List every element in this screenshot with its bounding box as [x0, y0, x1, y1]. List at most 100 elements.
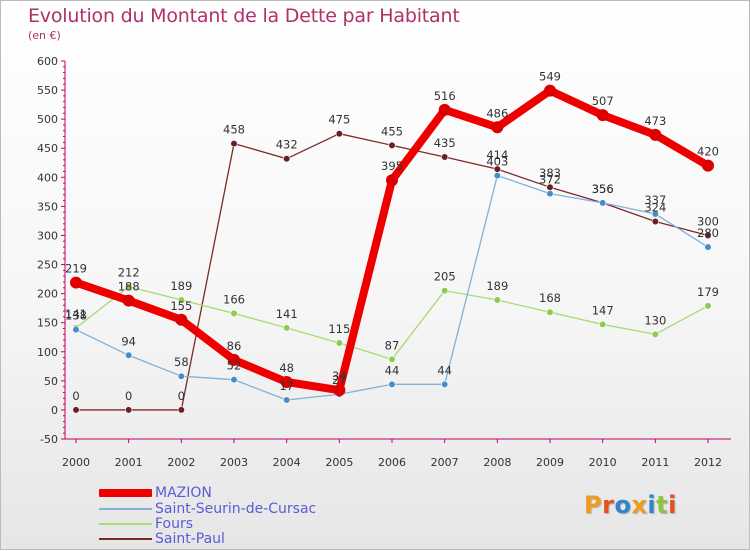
data-label-fours: 212 — [118, 266, 140, 280]
data-point-fours — [546, 308, 554, 316]
data-point-saint-seurin-de-cursac — [704, 243, 712, 251]
data-label-saint-paul: 0 — [72, 389, 79, 403]
y-tick-label: 0 — [51, 404, 58, 417]
data-label-mazion: 48 — [279, 361, 294, 375]
data-label-saint-seurin-de-cursac: 372 — [539, 173, 561, 187]
data-label-saint-paul: 0 — [125, 389, 132, 403]
legend-label-saint-paul: Saint-Paul — [155, 531, 225, 547]
data-point-fours — [335, 339, 343, 347]
data-point-saint-seurin-de-cursac — [441, 380, 449, 388]
data-point-mazion — [649, 128, 662, 141]
legend-item-saint-seurin: Saint-Seurin-de-Cursac — [99, 501, 316, 517]
data-label-saint-paul: 475 — [328, 113, 350, 127]
legend-item-saint-paul: Saint-Paul — [99, 531, 225, 547]
data-point-saint-paul — [441, 153, 449, 161]
x-tick-label: 2011 — [641, 456, 669, 469]
data-label-saint-paul: 356 — [592, 182, 614, 196]
data-point-saint-seurin-de-cursac — [177, 372, 185, 380]
y-tick-label: 350 — [37, 200, 58, 213]
x-tick-label: 2006 — [378, 456, 406, 469]
data-label-fours: 168 — [539, 291, 561, 305]
data-label-fours: 115 — [328, 322, 350, 336]
data-label-saint-seurin-de-cursac: 44 — [385, 363, 400, 377]
x-tick-label: 2005 — [325, 456, 353, 469]
data-label-mazion: 219 — [65, 262, 87, 276]
data-point-mazion — [544, 84, 556, 97]
x-tick-label: 2003 — [220, 456, 248, 469]
x-tick-label: 2009 — [536, 456, 564, 469]
data-label-mazion: 516 — [434, 89, 456, 103]
data-label-mazion: 34 — [332, 369, 347, 383]
y-tick-label: 200 — [37, 288, 58, 301]
data-label-fours: 166 — [223, 292, 245, 306]
y-tick-label: 500 — [37, 113, 58, 126]
data-point-fours — [125, 283, 133, 291]
data-point-mazion — [122, 294, 135, 307]
data-label-fours: 141 — [65, 307, 87, 321]
data-label-fours: 189 — [170, 279, 192, 293]
data-point-fours — [599, 320, 607, 329]
data-point-mazion — [333, 384, 346, 397]
legend-label-fours: Fours — [155, 516, 194, 532]
data-point-saint-seurin-de-cursac — [72, 326, 80, 334]
data-point-mazion — [280, 376, 293, 389]
legend-item-fours: Fours — [99, 516, 193, 532]
data-point-saint-seurin-de-cursac — [283, 396, 291, 404]
data-label-fours: 189 — [486, 279, 508, 293]
data-label-fours: 179 — [697, 285, 719, 299]
data-point-mazion — [228, 353, 240, 366]
y-tick-label: 450 — [37, 142, 58, 155]
data-label-mazion: 486 — [486, 106, 508, 120]
data-label-saint-paul: 324 — [644, 201, 666, 215]
data-point-mazion — [386, 174, 398, 187]
data-point-saint-seurin-de-cursac — [125, 351, 133, 359]
data-point-fours — [704, 302, 712, 310]
data-label-saint-paul: 383 — [539, 166, 561, 180]
data-point-saint-seurin-de-cursac — [599, 199, 607, 207]
legend-label-mazion: MAZION — [155, 485, 212, 501]
data-label-mazion: 395 — [381, 159, 403, 173]
data-point-saint-paul — [72, 406, 80, 414]
data-point-saint-paul — [125, 406, 133, 414]
data-label-fours: 130 — [644, 313, 666, 327]
data-point-mazion — [702, 159, 714, 172]
data-point-saint-seurin-de-cursac — [546, 189, 554, 198]
data-point-fours — [651, 330, 659, 338]
data-point-saint-paul — [704, 231, 712, 240]
data-label-saint-seurin-de-cursac: 94 — [121, 334, 136, 348]
x-tick-label: 2000 — [62, 456, 90, 469]
data-point-fours — [230, 309, 238, 317]
legend-item-mazion: MAZION — [99, 485, 212, 501]
data-label-saint-paul: 432 — [276, 138, 298, 152]
data-label-saint-paul: 414 — [486, 148, 508, 162]
legend-swatch-saint-seurin — [99, 508, 152, 510]
data-point-fours — [493, 296, 501, 304]
data-label-saint-seurin-de-cursac: 356 — [592, 182, 614, 196]
y-tick-label: 150 — [37, 317, 58, 330]
data-point-saint-paul — [177, 406, 185, 414]
data-label-mazion: 155 — [170, 299, 192, 313]
data-label-fours: 141 — [276, 307, 298, 321]
data-label-saint-paul: 0 — [178, 389, 185, 403]
data-point-mazion — [70, 276, 82, 289]
data-label-fours: 205 — [434, 270, 456, 284]
y-tick-label: 300 — [37, 229, 58, 242]
data-point-fours — [441, 287, 449, 295]
x-tick-label: 2010 — [589, 456, 617, 469]
data-point-saint-paul — [283, 155, 291, 163]
data-point-mazion — [596, 109, 609, 122]
x-tick-label: 2004 — [273, 456, 301, 469]
x-tick-label: 2001 — [115, 456, 143, 469]
data-label-mazion: 549 — [539, 70, 561, 84]
data-point-saint-paul — [230, 139, 238, 148]
data-point-saint-seurin-de-cursac — [230, 376, 238, 384]
data-point-mazion — [491, 121, 504, 134]
data-label-mazion: 473 — [644, 114, 666, 128]
data-point-mazion — [438, 103, 451, 116]
proxiti-logo: Proxiti — [584, 491, 677, 519]
data-label-mazion: 420 — [697, 145, 719, 159]
data-label-saint-paul: 458 — [223, 123, 245, 137]
chart-title: Evolution du Montant de la Dette par Hab… — [28, 5, 460, 27]
data-point-saint-seurin-de-cursac — [493, 171, 501, 180]
data-label-saint-seurin-de-cursac: 337 — [644, 193, 666, 207]
